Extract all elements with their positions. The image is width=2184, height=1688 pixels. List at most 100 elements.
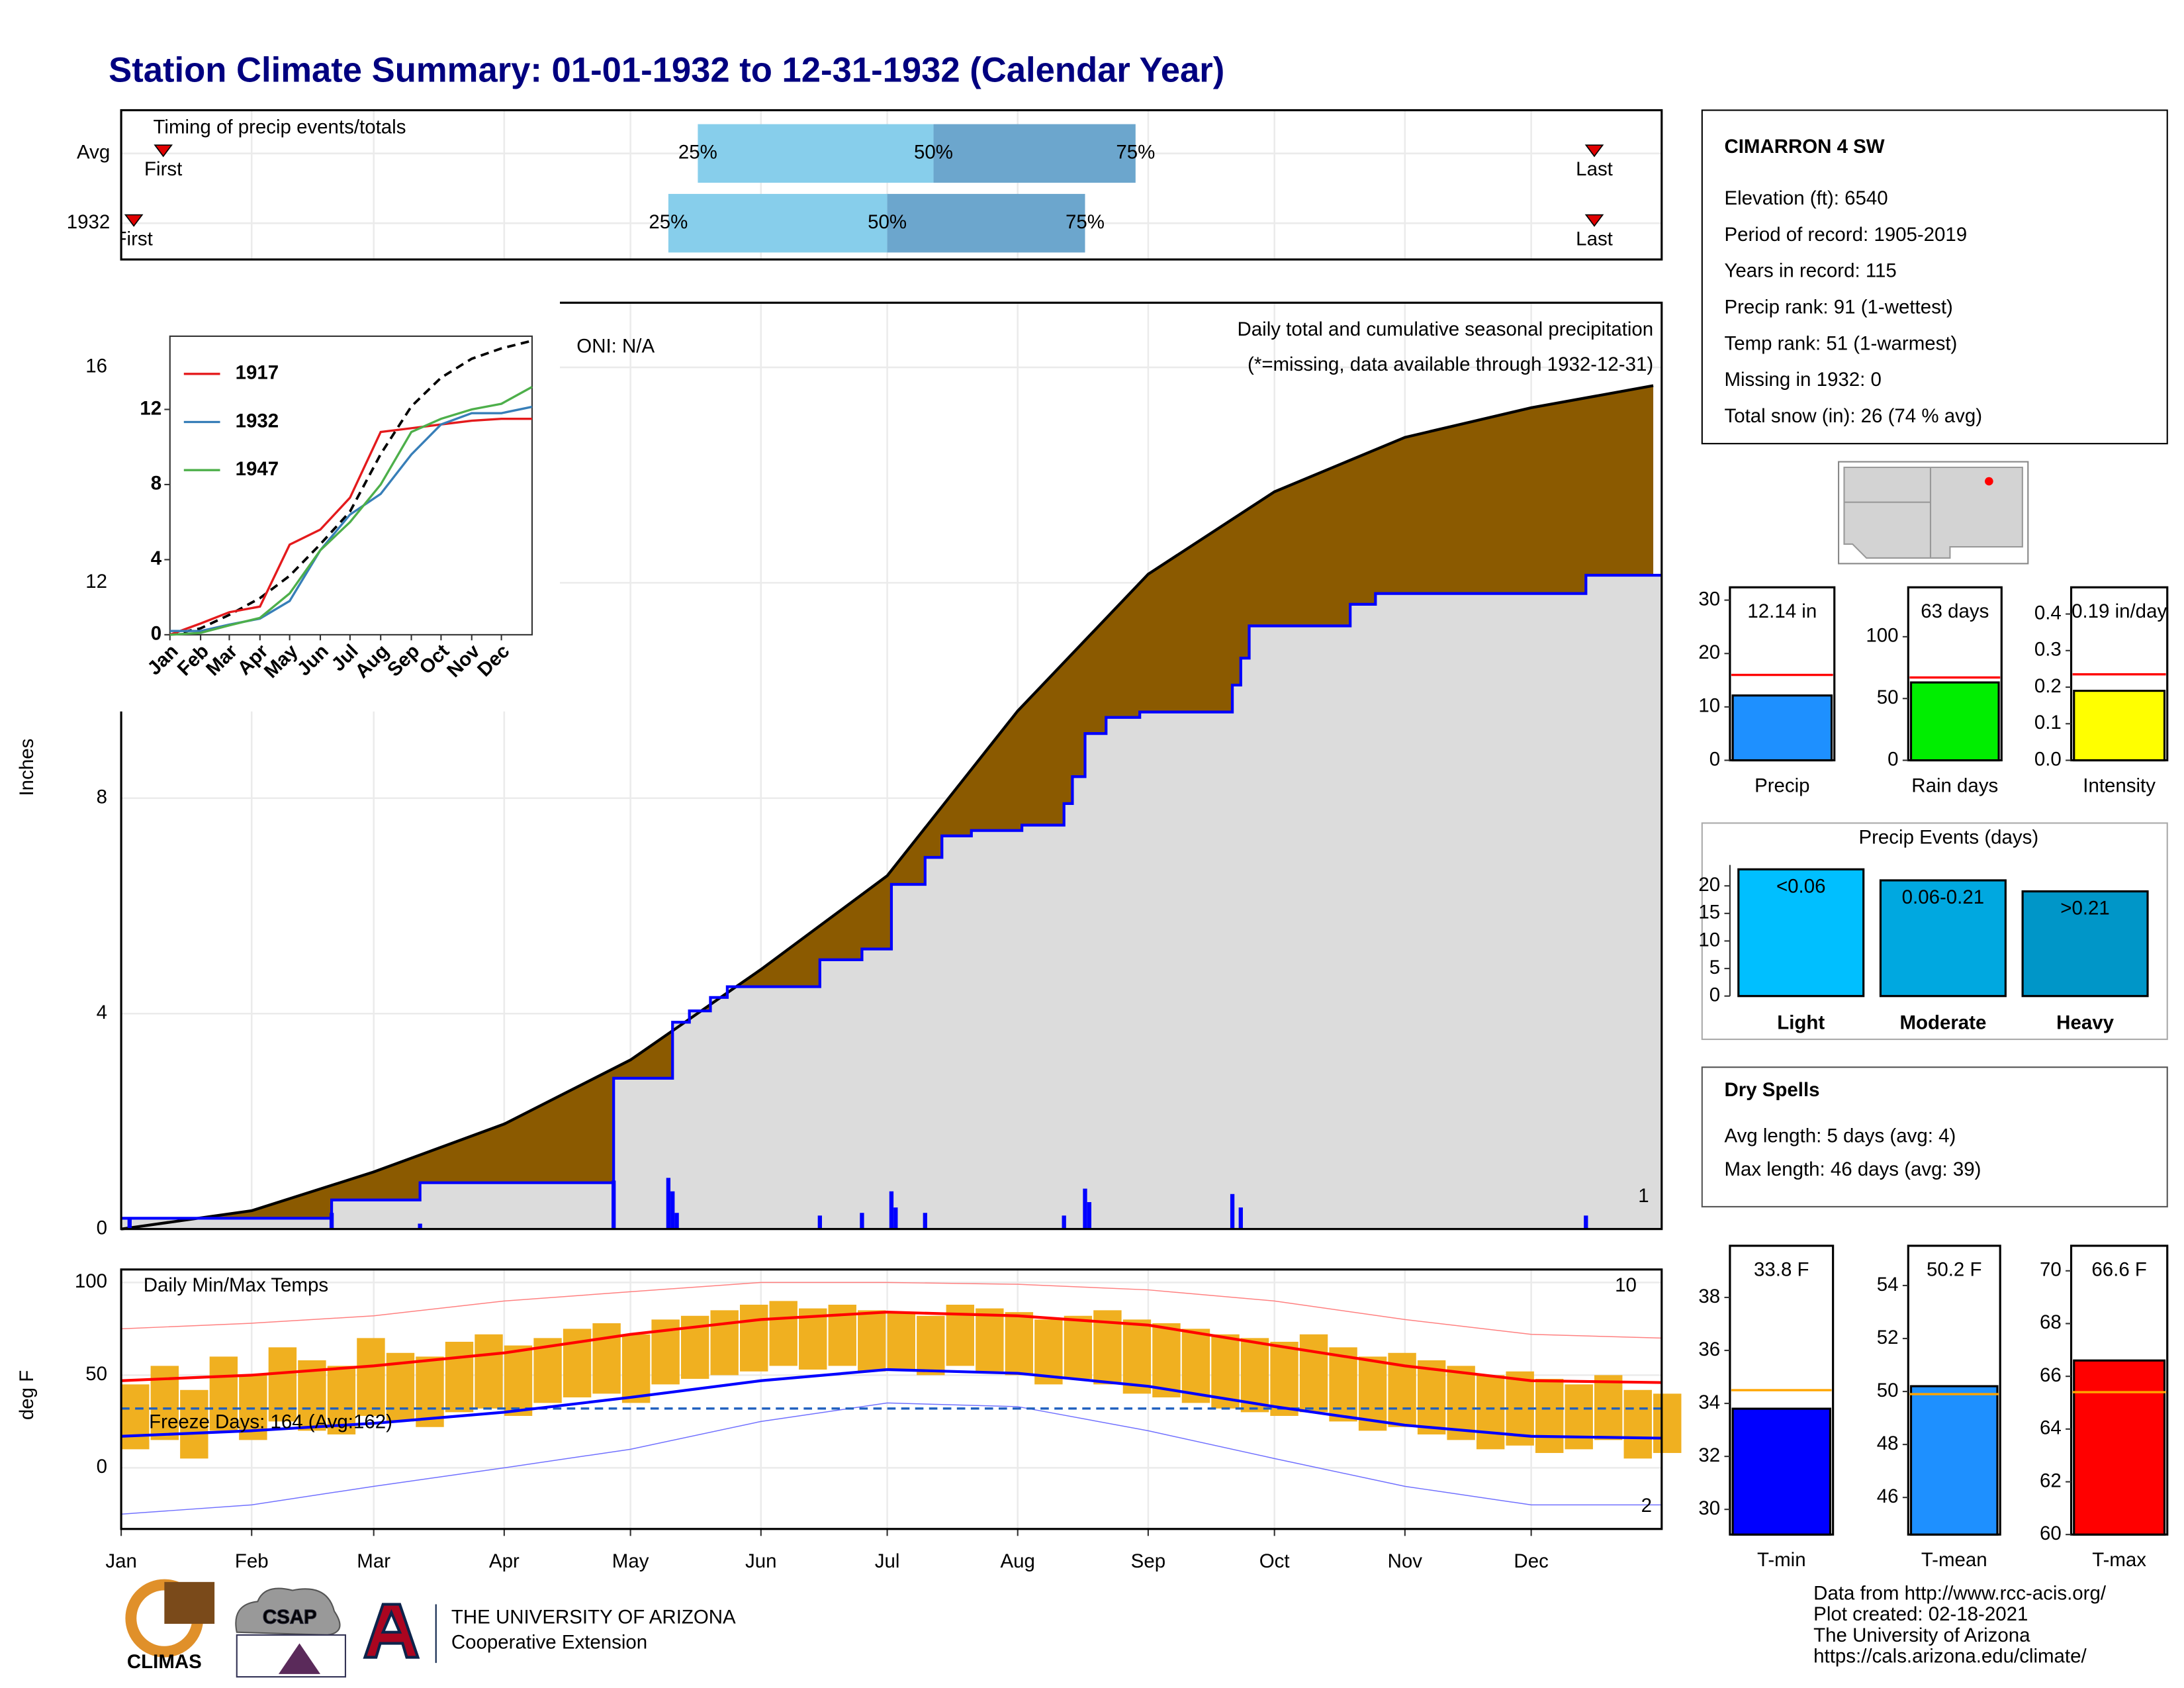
- avg-line: [120, 384, 1654, 1231]
- cumulative-line: [169, 418, 532, 636]
- y-tick-label: 0.3: [2034, 639, 2062, 661]
- quartile-bar: [887, 193, 1085, 253]
- y-tick-label: 10: [1698, 695, 1720, 717]
- temp-bar: [1152, 1323, 1181, 1397]
- station-name: CIMARRON 4 SW: [1724, 136, 1884, 158]
- temp-bar: [180, 1389, 208, 1459]
- temp-bar: [592, 1323, 621, 1394]
- year-line: [121, 573, 1662, 1220]
- y-tick-label: 4: [151, 547, 162, 569]
- value-label: 0.19 in/day: [2071, 600, 2167, 622]
- temp-bar: [327, 1366, 356, 1434]
- credit-line: Plot created: 02-18-2021: [1813, 1603, 2028, 1625]
- y-tick-label: 4: [97, 1002, 107, 1023]
- temp-bar: [416, 1356, 444, 1427]
- gauge-label: T-mean: [1921, 1549, 1987, 1571]
- y-tick-label: 50: [1877, 1380, 1899, 1401]
- x-tick-label: Jul: [875, 1550, 900, 1572]
- y-tick-label: 12: [140, 397, 161, 419]
- y-tick-label: 46: [1877, 1485, 1899, 1507]
- y-tick-label: 15: [1698, 902, 1720, 923]
- daily-bar: [612, 1180, 616, 1229]
- cumulative-line: [169, 385, 533, 636]
- ua-logo: [363, 1603, 420, 1659]
- map-station-dot: [1985, 477, 1993, 486]
- y-tick-label: 50: [1877, 686, 1899, 708]
- temp-bar: [1417, 1360, 1446, 1434]
- temp-bar: [1240, 1338, 1269, 1413]
- y-tick-label: 20: [1698, 641, 1720, 663]
- bin-label: >0.21: [2060, 898, 2110, 919]
- temp-bar: [1270, 1341, 1298, 1416]
- y-tick-label: 30: [1698, 588, 1720, 610]
- y-tick-label: 38: [1698, 1286, 1720, 1307]
- x-tick-label: Oct: [1259, 1550, 1290, 1572]
- station-info: Elevation (ft): 6540: [1724, 187, 1888, 209]
- daily-bar: [418, 1223, 422, 1229]
- annotation: 10: [1615, 1274, 1637, 1296]
- daily-bar: [1238, 1207, 1243, 1229]
- daily-bar: [329, 1213, 334, 1229]
- y-tick-label: 50: [85, 1363, 107, 1385]
- gauge-bar: [1731, 694, 1833, 762]
- temp-bar: [445, 1341, 474, 1413]
- x-tick-label: Heavy: [2056, 1012, 2114, 1034]
- value-label: 66.6 F: [2091, 1259, 2146, 1281]
- daily-bar: [1062, 1215, 1066, 1229]
- daily-bar: [670, 1191, 675, 1229]
- value-label: 12.14 in: [1747, 600, 1817, 622]
- gauge-label: Rain days: [1911, 774, 1998, 796]
- record-line: [121, 1282, 1662, 1339]
- daily-bar: [860, 1213, 864, 1229]
- temp-bar: [976, 1308, 1004, 1372]
- csap-mountain: [278, 1643, 321, 1674]
- temp-bar: [475, 1334, 503, 1409]
- x-tick-label: Nov: [1388, 1550, 1423, 1572]
- dry-spells-box: [1701, 1066, 2168, 1207]
- normal-line: [121, 1311, 1662, 1384]
- gauge-label: T-min: [1757, 1549, 1806, 1571]
- y-tick-label: 34: [1698, 1391, 1720, 1413]
- temp-bar: [1653, 1393, 1682, 1453]
- y-tick-label: 10: [1698, 929, 1720, 951]
- credit-line: https://cals.arizona.edu/climate/: [1813, 1645, 2087, 1667]
- panel-border: [120, 109, 1663, 261]
- panel-border: [120, 301, 1663, 1231]
- y-tick-label: 30: [1698, 1497, 1720, 1519]
- x-tick-label: Jan: [105, 1550, 136, 1572]
- temp-bar: [1122, 1319, 1152, 1394]
- event-marker: [154, 144, 173, 158]
- gauge-bar: [2073, 690, 2166, 762]
- x-tick-label: Feb: [235, 1550, 269, 1572]
- row-label: Avg: [77, 142, 110, 164]
- y-tick-label: 0: [97, 1456, 107, 1477]
- bin-label: 0.06-0.21: [1902, 886, 1984, 908]
- credit-line: Data from http://www.rcc-acis.org/: [1813, 1583, 2107, 1605]
- y-tick-label: 62: [2040, 1470, 2062, 1491]
- y-tick-label: 68: [2040, 1311, 2062, 1333]
- temp-bar: [710, 1310, 739, 1376]
- bin-label: <0.06: [1776, 875, 1826, 897]
- y-tick-label: 0.4: [2034, 602, 2062, 624]
- temp-bar: [1535, 1378, 1564, 1453]
- quartile-label: 25%: [649, 211, 688, 233]
- temp-bar: [504, 1345, 533, 1416]
- cumulative-line: [169, 339, 533, 636]
- chart-title: Precip Events (days): [1858, 826, 2038, 848]
- annotation: Freeze Days: 164 (Avg:162): [149, 1411, 392, 1432]
- x-tick-label: Mar: [357, 1550, 390, 1572]
- daily-bar: [893, 1207, 898, 1229]
- event-label: Last: [1576, 158, 1613, 180]
- y-tick-label: 0: [151, 623, 161, 645]
- annotation: 1: [1638, 1185, 1649, 1207]
- y-tick-label: 36: [1698, 1338, 1720, 1360]
- y-axis-label: deg F: [16, 1370, 38, 1420]
- y-tick-label: 0: [1709, 984, 1720, 1006]
- x-tick-label: Dec: [1514, 1550, 1548, 1572]
- gauge-bar: [1731, 1407, 1832, 1536]
- daily-bar: [1584, 1215, 1588, 1229]
- gauge-bar: [2073, 1359, 2166, 1536]
- station-box: [1701, 109, 2168, 445]
- x-tick-label: Sep: [1131, 1550, 1165, 1572]
